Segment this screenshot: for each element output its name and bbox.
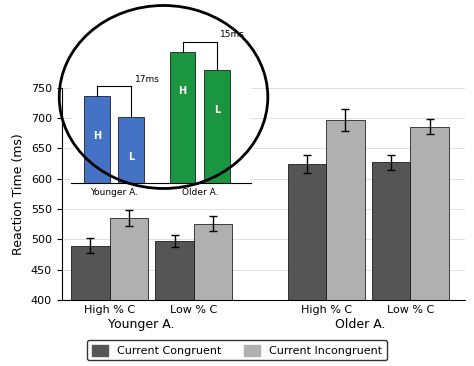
Text: H: H: [93, 131, 101, 141]
Bar: [194, 224, 232, 366]
Bar: [109, 218, 148, 366]
Bar: [170, 52, 195, 366]
Text: 17ms: 17ms: [135, 75, 159, 84]
Bar: [410, 127, 449, 366]
Bar: [326, 120, 365, 366]
Text: H: H: [179, 86, 187, 96]
Bar: [84, 96, 109, 366]
Bar: [372, 163, 410, 366]
Text: Older A.: Older A.: [336, 318, 386, 332]
Y-axis label: Reaction Time (ms): Reaction Time (ms): [12, 133, 25, 255]
Bar: [155, 241, 194, 366]
Bar: [288, 164, 326, 366]
Bar: [71, 246, 109, 366]
Text: 15ms: 15ms: [220, 30, 245, 39]
Bar: [204, 70, 230, 366]
Bar: [118, 117, 144, 366]
Text: L: L: [128, 152, 134, 162]
Text: Younger A.: Younger A.: [108, 318, 174, 332]
Text: L: L: [214, 105, 220, 115]
Legend: Current Congruent, Current Incongruent: Current Congruent, Current Incongruent: [87, 340, 387, 361]
